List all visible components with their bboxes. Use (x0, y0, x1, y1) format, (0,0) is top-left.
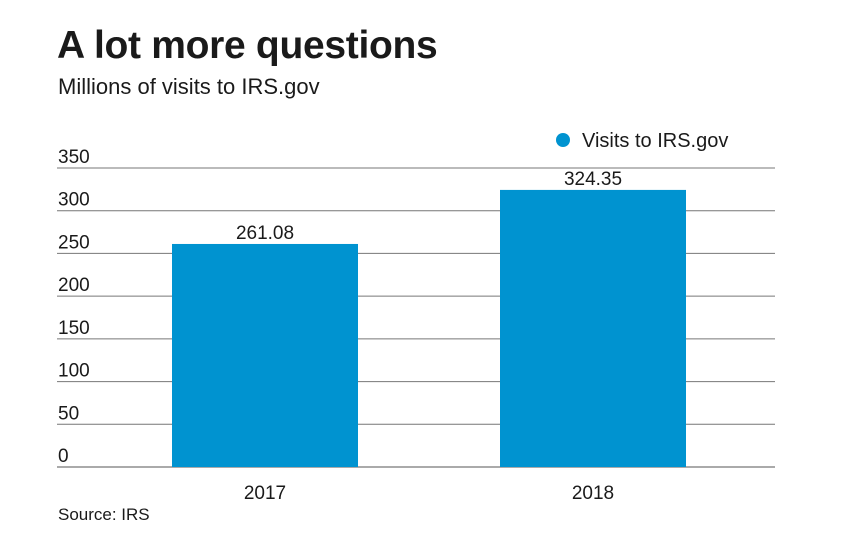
x-tick-label: 2018 (572, 483, 614, 504)
y-tick-label: 50 (58, 403, 79, 424)
y-tick-label: 0 (58, 446, 69, 467)
y-tick-label: 150 (58, 318, 90, 339)
legend: Visits to IRS.gov (556, 130, 728, 152)
source-note: Source: IRS (58, 505, 150, 524)
y-tick-label: 100 (58, 361, 90, 382)
legend-marker (556, 133, 570, 147)
x-tick-labels: 2017 2018 (244, 483, 614, 504)
bar (500, 189, 686, 468)
data-labels: 261.08 324.35 (236, 169, 622, 244)
data-label: 324.35 (564, 169, 622, 190)
bar (172, 243, 358, 467)
y-tick-label: 300 (58, 190, 90, 211)
bars (172, 189, 686, 468)
legend-label: Visits to IRS.gov (582, 130, 728, 152)
data-label: 261.08 (236, 223, 294, 244)
chart-subtitle: Millions of visits to IRS.gov (58, 74, 320, 99)
y-tick-label: 250 (58, 232, 90, 253)
y-tick-label: 350 (58, 147, 90, 168)
x-tick-label: 2017 (244, 483, 286, 504)
y-tick-label: 200 (58, 275, 90, 296)
y-tick-labels: 0 50 100 150 200 250 300 350 (58, 147, 90, 467)
chart-title: A lot more questions (57, 24, 438, 67)
